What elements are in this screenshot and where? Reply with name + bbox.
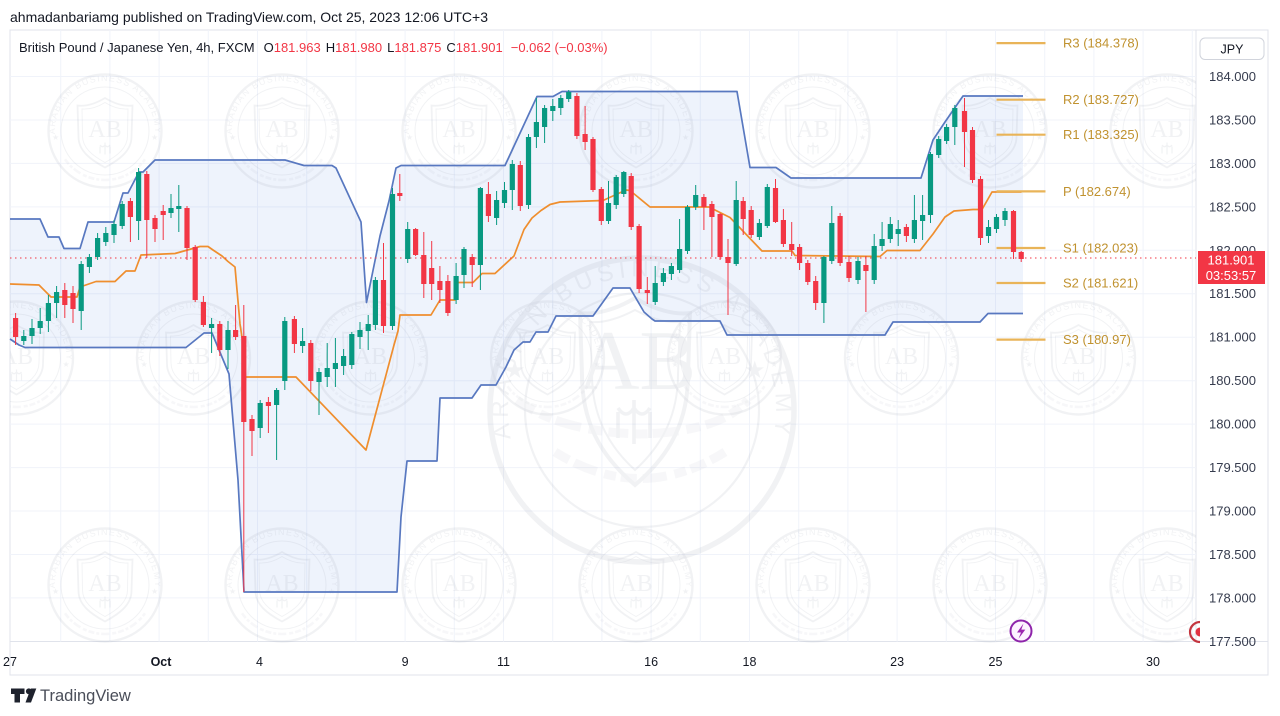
- svg-text:25: 25: [989, 655, 1003, 669]
- svg-text:★: ★: [504, 357, 526, 384]
- svg-text:9: 9: [402, 655, 409, 669]
- svg-text:179.000: 179.000: [1209, 504, 1256, 519]
- svg-text:R3 (184.378): R3 (184.378): [1063, 36, 1139, 51]
- svg-text:AB: AB: [578, 314, 696, 408]
- svg-text:181.500: 181.500: [1209, 286, 1256, 301]
- svg-text:★: ★: [744, 357, 766, 384]
- svg-text:4: 4: [256, 655, 263, 669]
- svg-text:183.500: 183.500: [1209, 113, 1256, 128]
- svg-text:23: 23: [890, 655, 904, 669]
- svg-text:30: 30: [1146, 655, 1160, 669]
- svg-text:Oct: Oct: [151, 655, 173, 669]
- svg-text:03:53:57: 03:53:57: [1206, 268, 1257, 283]
- svg-text:R1 (183.325): R1 (183.325): [1063, 127, 1139, 142]
- svg-text:181.000: 181.000: [1209, 330, 1256, 345]
- svg-text:27: 27: [3, 655, 17, 669]
- svg-text:S2 (181.621): S2 (181.621): [1063, 276, 1138, 291]
- svg-text:P (182.674): P (182.674): [1063, 184, 1131, 199]
- svg-text:184.000: 184.000: [1209, 69, 1256, 84]
- svg-text:179.500: 179.500: [1209, 460, 1256, 475]
- svg-text:ahmadanbariamg published on Tr: ahmadanbariamg published on TradingView.…: [10, 9, 488, 25]
- svg-text:JPY: JPY: [1221, 43, 1245, 57]
- svg-text:TradingView: TradingView: [40, 687, 131, 705]
- svg-text:177.500: 177.500: [1209, 634, 1256, 649]
- svg-text:182.500: 182.500: [1209, 199, 1256, 214]
- svg-text:R2 (183.727): R2 (183.727): [1063, 92, 1139, 107]
- svg-text:181.901: 181.901: [1208, 253, 1255, 268]
- svg-text:S3 (180.97): S3 (180.97): [1063, 332, 1131, 347]
- svg-text:183.000: 183.000: [1209, 156, 1256, 171]
- svg-text:180.000: 180.000: [1209, 417, 1256, 432]
- svg-text:11: 11: [497, 655, 510, 669]
- svg-text:British Pound / Japanese Yen,: British Pound / Japanese Yen, 4h, FXCM O1…: [19, 40, 608, 55]
- svg-text:16: 16: [644, 655, 658, 669]
- svg-text:180.500: 180.500: [1209, 373, 1256, 388]
- svg-text:18: 18: [743, 655, 757, 669]
- svg-text:178.000: 178.000: [1209, 590, 1256, 605]
- svg-text:S1 (182.023): S1 (182.023): [1063, 241, 1138, 256]
- svg-text:178.500: 178.500: [1209, 547, 1256, 562]
